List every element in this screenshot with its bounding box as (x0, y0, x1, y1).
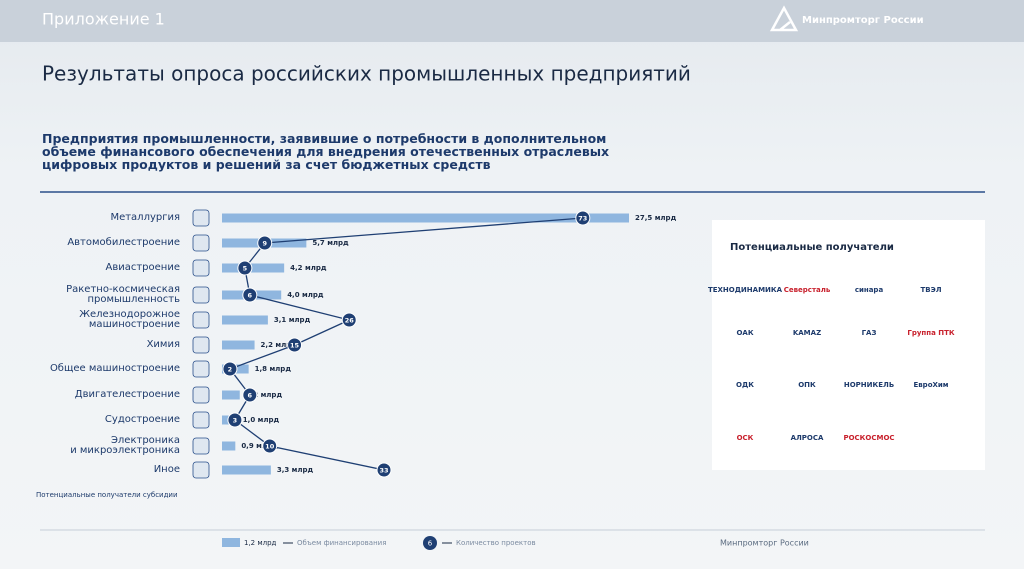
category-label: Металлургия (110, 212, 180, 223)
bar-value-label: 27,5 млрд (635, 214, 677, 222)
count-marker (376, 462, 392, 478)
recipient-logo: Северсталь (784, 286, 831, 294)
bar (222, 315, 268, 325)
brand: Минпромторг России (802, 15, 924, 26)
count-marker (341, 312, 357, 328)
bar (222, 213, 629, 223)
category-label: Общее машиностроение (49, 363, 180, 374)
footer: Минпромторг России (720, 539, 809, 548)
legend-count-name: Количество проектов (456, 539, 536, 547)
bar-value-label: 3,3 млрд (277, 466, 314, 474)
legend-bar-name: Объем финансирования (297, 539, 386, 547)
recipient-logo: ЕвроХим (913, 381, 948, 389)
bar-value-label: 1,8 млрд (255, 365, 292, 373)
recipients-title: Потенциальные получатели (730, 242, 894, 253)
count-label: 73 (578, 215, 587, 223)
footnote: Потенциальные получатели субсидии (36, 491, 178, 499)
category-label: Иное (153, 464, 180, 475)
count-label: 6 (248, 292, 253, 300)
recipient-logo: ОДК (736, 381, 754, 389)
category-icon (192, 437, 210, 455)
recipient-logo: ОАК (736, 329, 753, 337)
count-label: 10 (265, 443, 275, 451)
count-marker (575, 210, 591, 226)
legend-bar-sample: 1,2 млрд (244, 539, 277, 547)
recipient-logo: синара (855, 286, 884, 294)
bar-value-label: 1,0 млрд (243, 416, 280, 424)
count-label: 6 (248, 392, 253, 400)
recipient-logo: АЛРОСА (791, 434, 824, 442)
recipient-logo: РОСКОСМОС (843, 434, 894, 442)
subtitle-box: Предприятия промышленности, заявившие о … (42, 132, 610, 172)
category-icon (192, 259, 210, 277)
bar-value-label: 5,7 млрд (312, 239, 349, 247)
category-icon (192, 234, 210, 252)
count-marker (287, 337, 303, 353)
count-marker (262, 438, 278, 454)
category-icon (192, 386, 210, 404)
recipient-logo: ОПК (798, 381, 816, 389)
recipient-logo: НОРНИКЕЛЬ (844, 381, 894, 389)
bar (222, 441, 236, 451)
title: Результаты опроса российских промышленны… (42, 62, 691, 86)
bar-value-label: 1,2 млрд (246, 391, 283, 399)
category-icon (192, 411, 210, 429)
brand-logo (769, 5, 799, 32)
count-marker (227, 412, 243, 428)
header-label: Приложение 1 (42, 10, 165, 29)
category-label: Авиастроение (105, 262, 181, 273)
category-icon (192, 311, 210, 329)
count-label: 9 (262, 240, 267, 248)
count-marker (237, 260, 253, 276)
bar-value-label: 3,1 млрд (274, 316, 311, 324)
recipient-logo: ТВЭЛ (920, 286, 941, 294)
bar (222, 340, 255, 350)
category-icon (192, 360, 210, 378)
category-label: Химия (146, 339, 180, 350)
legend-count-sample: 6 (428, 540, 433, 548)
category-label: Электроника и микроэлектроника (70, 435, 180, 456)
legend-count-swatch (423, 536, 437, 550)
subtitle: Предприятия промышленности, заявившие о … (42, 132, 610, 172)
recipient-logo: ТЕХНОДИНАМИКА (708, 286, 783, 294)
recipient-logo: ГАЗ (862, 329, 877, 337)
category-label: Железнодорожное машиностроение (79, 309, 180, 330)
header-bar (0, 0, 1024, 42)
bar-value-label: 2,2 млрд (261, 341, 298, 349)
count-label: 26 (345, 317, 355, 325)
bar (222, 263, 285, 273)
count-label: 15 (290, 342, 300, 350)
count-label: 33 (379, 467, 388, 475)
count-marker (242, 387, 258, 403)
category-label: Автомобилестроение (67, 237, 180, 248)
category-label: Ракетно-космическая промышленность (66, 284, 180, 305)
recipient-logo: Группа ПТК (907, 329, 955, 337)
category-label: Судостроение (104, 414, 180, 425)
count-marker (242, 287, 258, 303)
bar-value-label: 4,2 млрд (290, 264, 327, 272)
count-label: 5 (243, 265, 248, 273)
category-icon (192, 461, 210, 479)
bar-value-label: 0,9 млрд (241, 442, 278, 450)
count-marker (222, 361, 238, 377)
category-label: Двигателестроение (74, 389, 180, 400)
count-label: 3 (233, 417, 238, 425)
recipient-logo: ОСК (737, 434, 754, 442)
recipients-panel (712, 220, 985, 470)
bar (222, 390, 240, 400)
recipient-logo: KAMAZ (793, 329, 821, 337)
category-icon (192, 336, 210, 354)
category-icon (192, 209, 210, 227)
bar-value-label: 4,0 млрд (287, 291, 324, 299)
category-icon (192, 286, 210, 304)
legend-bar-swatch (222, 538, 240, 547)
count-marker (257, 235, 273, 251)
bar (222, 465, 271, 475)
count-label: 2 (228, 366, 233, 374)
